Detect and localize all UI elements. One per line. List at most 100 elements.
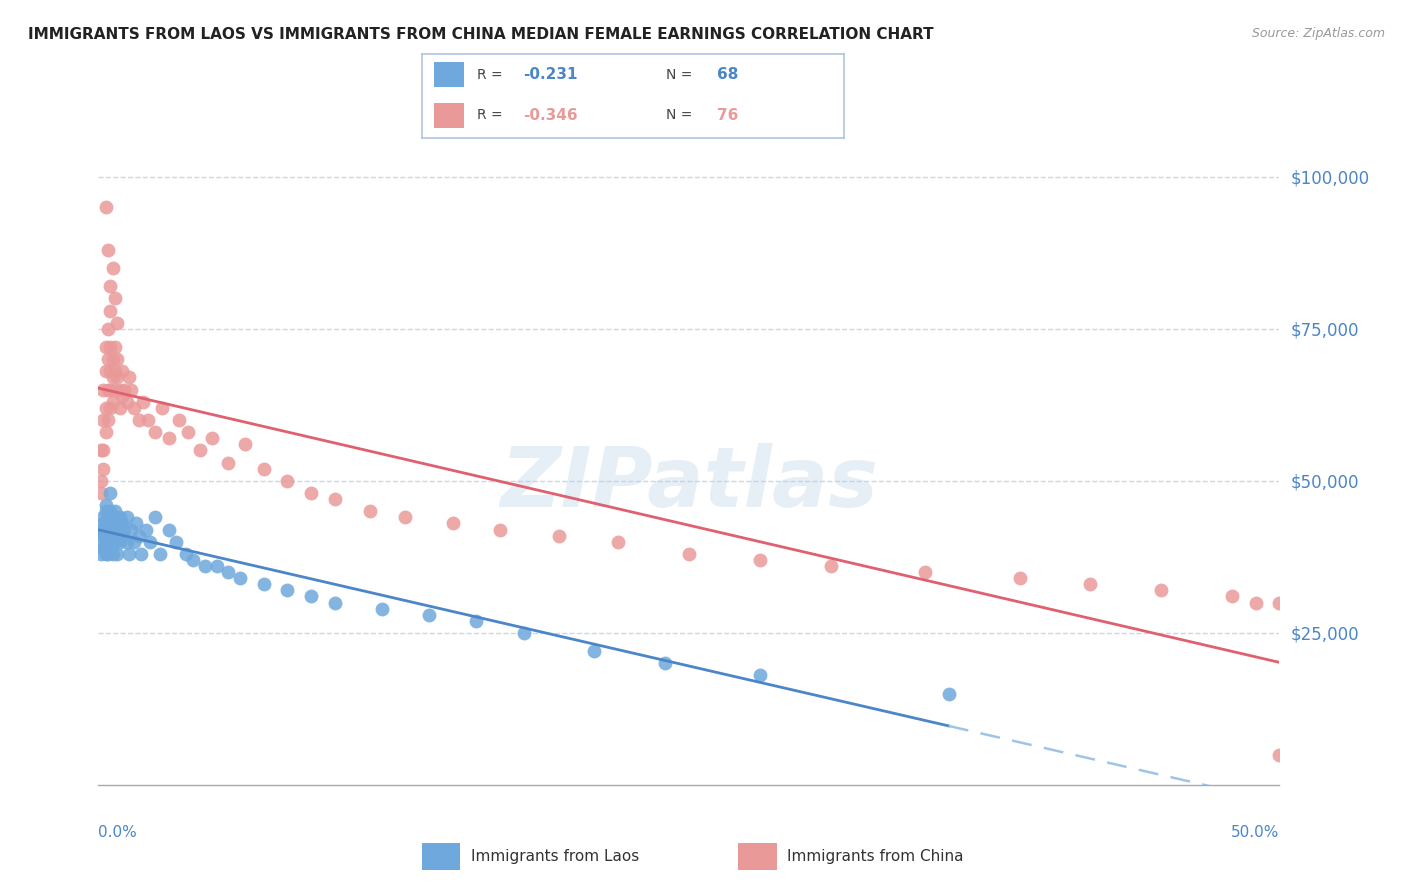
Text: Source: ZipAtlas.com: Source: ZipAtlas.com <box>1251 27 1385 40</box>
Point <box>678 547 700 561</box>
Point <box>441 516 464 531</box>
Point <box>94 534 117 549</box>
Point <box>111 528 134 542</box>
Point <box>748 668 770 682</box>
Point <box>938 687 960 701</box>
Point <box>194 559 217 574</box>
Point <box>97 413 120 427</box>
Point <box>181 553 204 567</box>
Point <box>1244 595 1267 609</box>
Point <box>121 383 143 397</box>
Point <box>91 461 114 475</box>
Point <box>418 607 440 622</box>
Point <box>108 383 131 397</box>
Point <box>97 523 120 537</box>
Text: Immigrants from Laos: Immigrants from Laos <box>471 849 640 863</box>
Point <box>98 516 121 531</box>
Point <box>91 443 114 458</box>
Point <box>548 528 571 542</box>
Point <box>115 534 138 549</box>
Text: -0.346: -0.346 <box>523 108 578 123</box>
Point <box>91 523 114 537</box>
Point <box>233 437 256 451</box>
Text: ZIPatlas: ZIPatlas <box>501 443 877 524</box>
Point <box>90 486 112 500</box>
Point <box>914 565 936 579</box>
Point <box>188 443 211 458</box>
Point <box>101 394 124 409</box>
Text: 76: 76 <box>717 108 738 123</box>
Point <box>97 510 120 524</box>
Point <box>150 401 173 415</box>
Point <box>97 352 120 367</box>
Point <box>105 370 128 384</box>
Point <box>122 401 145 415</box>
Point <box>111 389 134 403</box>
Point <box>115 510 138 524</box>
Point <box>98 401 121 415</box>
Point <box>90 534 112 549</box>
Text: N =: N = <box>666 109 697 122</box>
Point <box>97 243 120 257</box>
Point <box>98 364 121 378</box>
Point <box>217 565 239 579</box>
Point <box>104 504 127 518</box>
Point <box>90 443 112 458</box>
Point <box>465 614 488 628</box>
Point <box>359 504 381 518</box>
Point <box>112 383 135 397</box>
Point <box>229 571 252 585</box>
Point <box>323 595 346 609</box>
Point <box>1268 747 1291 762</box>
Point <box>607 534 630 549</box>
Point <box>394 510 416 524</box>
Text: 0.0%: 0.0% <box>98 825 138 840</box>
Point <box>654 657 676 671</box>
Point <box>217 456 239 470</box>
Point <box>108 401 131 415</box>
Point <box>129 547 152 561</box>
Point <box>98 303 121 318</box>
Point <box>177 425 200 440</box>
Point <box>94 364 117 378</box>
Point <box>174 547 197 561</box>
Text: -0.231: -0.231 <box>523 67 578 82</box>
Point <box>104 340 127 354</box>
Bar <box>422 843 461 870</box>
Point <box>165 534 187 549</box>
Point <box>105 352 128 367</box>
Point <box>108 510 131 524</box>
Point <box>299 590 322 604</box>
Point <box>108 534 131 549</box>
Point <box>104 534 127 549</box>
Point <box>157 523 180 537</box>
Point <box>98 504 121 518</box>
Point <box>94 401 117 415</box>
Point <box>98 383 121 397</box>
Point <box>489 523 512 537</box>
Point <box>97 383 120 397</box>
Point <box>101 516 124 531</box>
Point <box>205 559 228 574</box>
Point <box>94 504 117 518</box>
Point <box>276 583 298 598</box>
Point <box>820 559 842 574</box>
Point <box>91 413 114 427</box>
Bar <box>434 103 464 128</box>
Point <box>121 523 143 537</box>
Point <box>1150 583 1173 598</box>
Bar <box>738 843 778 870</box>
Point <box>149 547 172 561</box>
Point <box>91 528 114 542</box>
Point <box>143 425 166 440</box>
Point <box>128 413 150 427</box>
Point <box>276 474 298 488</box>
Text: 68: 68 <box>717 67 738 82</box>
Point <box>1268 595 1291 609</box>
Point <box>139 534 162 549</box>
Text: R =: R = <box>477 109 506 122</box>
Point <box>98 534 121 549</box>
Point <box>98 279 121 293</box>
Point <box>94 340 117 354</box>
Point <box>118 370 141 384</box>
